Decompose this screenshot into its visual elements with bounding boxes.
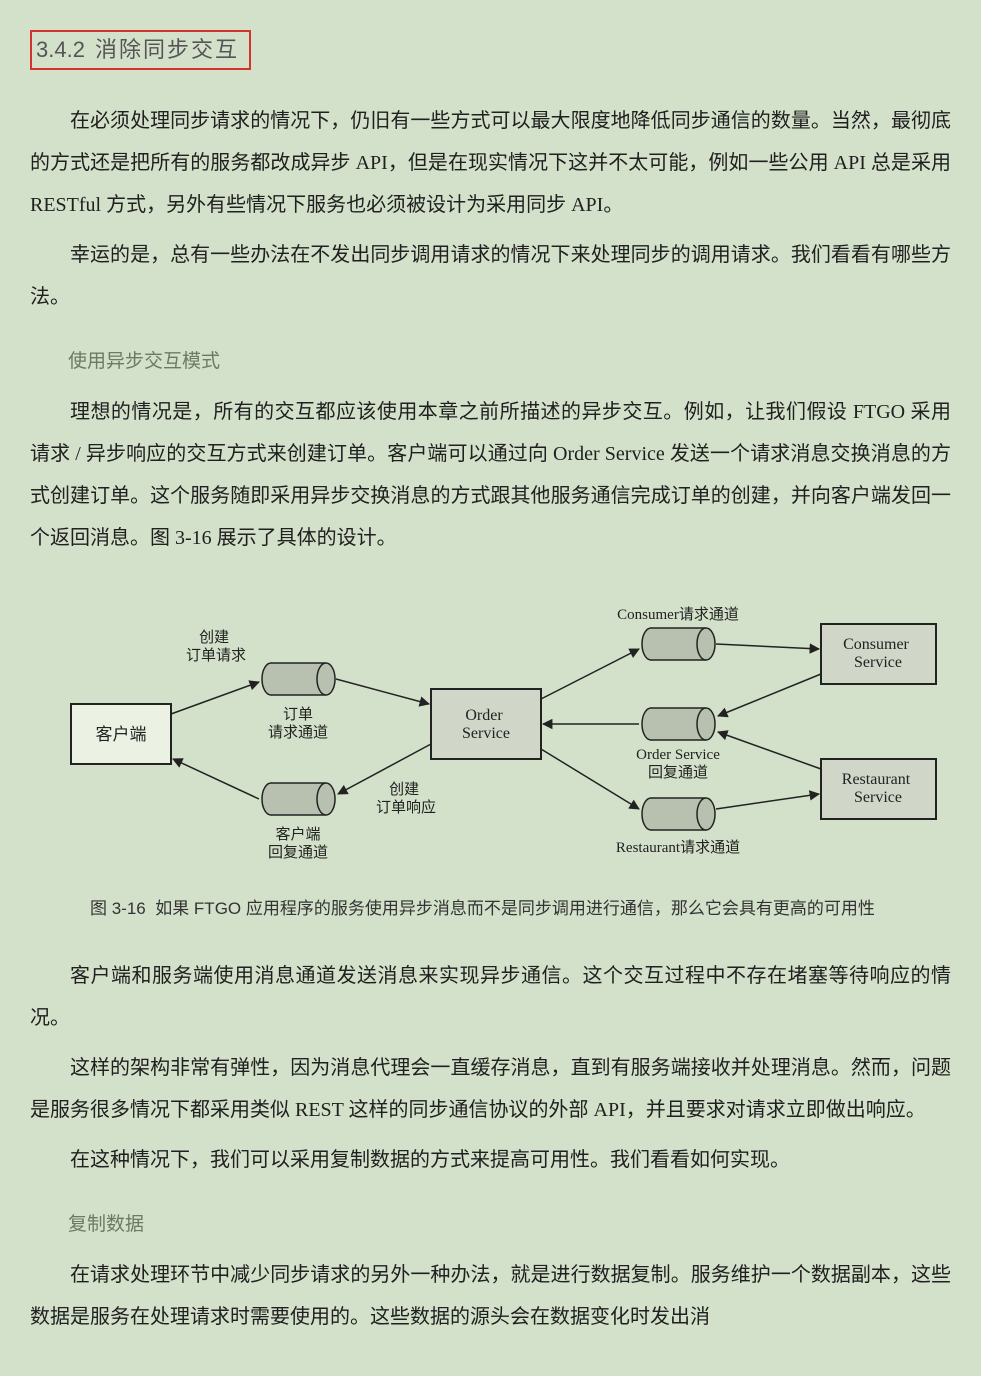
channel-client-reply: 客户端回复通道: [262, 783, 335, 861]
section-title-box: 3.4.2 消除同步交互: [30, 30, 251, 70]
svg-text:订单请求通道: 订单请求通道: [267, 706, 327, 741]
node-client-label: 客户端: [95, 725, 146, 744]
subheading-replicate: 复制数据: [30, 1209, 951, 1236]
edge-label-create-order-req: 创建 订单请求: [185, 629, 245, 664]
svg-text:Restaurant请求通道: Restaurant请求通道: [615, 839, 739, 856]
edge-orderreq-to-orderservice: [336, 679, 429, 704]
svg-text:Order Service回复通道: Order Service回复通道: [636, 747, 720, 781]
paragraph-6: 在这种情况下，我们可以采用复制数据的方式来提高可用性。我们看看如何实现。: [30, 1139, 951, 1181]
edge-label-create-order-resp: 创建 订单响应: [375, 781, 435, 816]
edge-os-to-consumerreq: [541, 649, 639, 699]
edge-consumerreq-to-cs: [716, 644, 819, 649]
paragraph-1: 在必须处理同步请求的情况下，仍旧有一些方式可以最大限度地降低同步通信的数量。当然…: [30, 100, 951, 226]
page: 3.4.2 消除同步交互 在必须处理同步请求的情况下，仍旧有一些方式可以最大限度地…: [0, 0, 981, 1376]
paragraph-2: 幸运的是，总有一些办法在不发出同步调用请求的情况下来处理同步的调用请求。我们看看…: [30, 234, 951, 318]
edge-os-to-restreq: [541, 749, 639, 809]
node-order-service-label: Order Service: [462, 707, 510, 742]
edge-cs-to-orderreply: [718, 674, 821, 716]
channel-order-reply: Order Service回复通道: [636, 708, 720, 781]
edge-rs-to-orderreply: [718, 732, 821, 769]
paragraph-7: 在请求处理环节中减少同步请求的另外一种办法，就是进行数据复制。服务维护一个数据副…: [30, 1254, 951, 1338]
svg-text:Consumer请求通道: Consumer请求通道: [617, 606, 739, 623]
paragraph-3: 理想的情况是，所有的交互都应该使用本章之前所描述的异步交互。例如，让我们假设 F…: [30, 391, 951, 559]
figure-caption: 图 3-16 如果 FTGO 应用程序的服务使用异步消息而不是同步调用进行通信，…: [90, 894, 891, 925]
edge-restreq-to-rs: [716, 794, 819, 809]
edge-client-to-orderreq: [171, 682, 259, 714]
edge-clientreply-to-client: [173, 759, 259, 799]
diagram-svg: 客户端 Order Service Consumer Service Resta…: [31, 584, 951, 884]
section-title-text: 消除同步交互: [95, 37, 239, 62]
channel-order-request: 订单请求通道: [262, 663, 335, 741]
svg-text:客户端回复通道: 客户端回复通道: [267, 826, 327, 861]
node-order-service: [431, 689, 541, 759]
section-number: 3.4.2: [36, 37, 85, 62]
paragraph-5: 这样的架构非常有弹性，因为消息代理会一直缓存消息，直到有服务端接收并处理消息。然…: [30, 1047, 951, 1131]
figure-caption-text: 如果 FTGO 应用程序的服务使用异步消息而不是同步调用进行通信，那么它会具有更…: [155, 899, 875, 918]
figure-caption-label: 图 3-16: [90, 894, 146, 925]
paragraph-4: 客户端和服务端使用消息通道发送消息来实现异步通信。这个交互过程中不存在堵塞等待响…: [30, 955, 951, 1039]
subheading-async: 使用异步交互模式: [30, 346, 951, 373]
figure-3-16: 客户端 Order Service Consumer Service Resta…: [30, 584, 951, 925]
channel-consumer-request: Consumer请求通道: [617, 606, 739, 660]
